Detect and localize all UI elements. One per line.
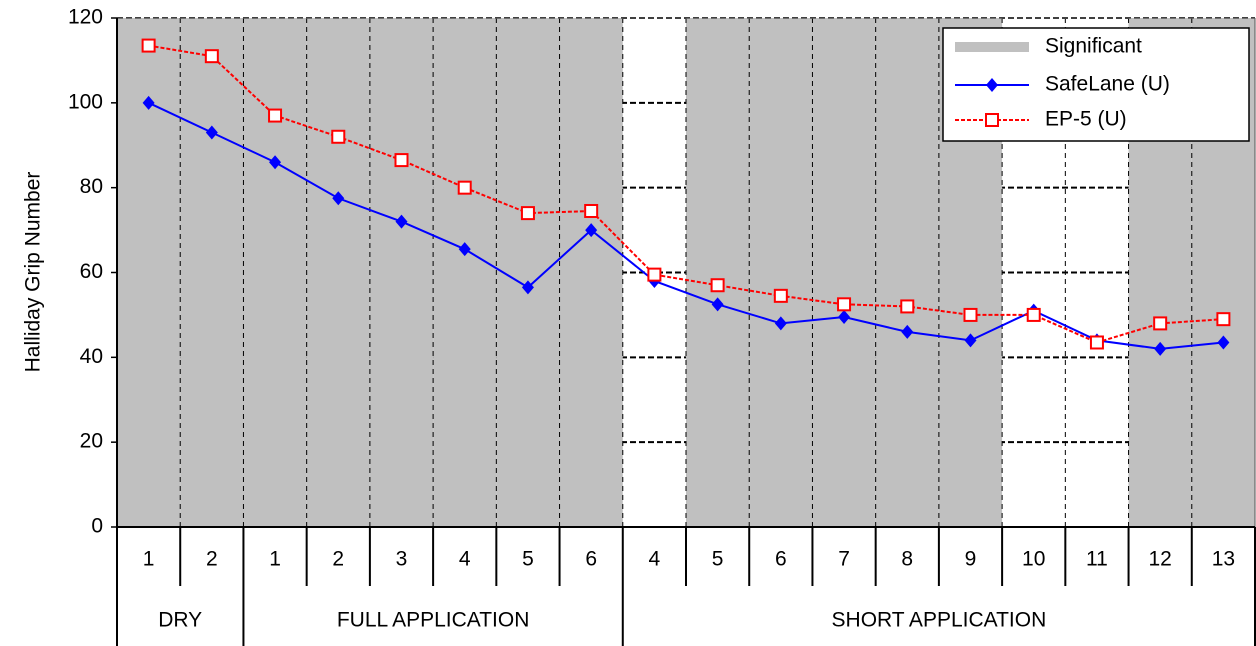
point bbox=[901, 324, 914, 339]
significance-band bbox=[875, 18, 939, 527]
legend-marker bbox=[986, 78, 998, 92]
group-label: FULL APPLICATION bbox=[337, 609, 530, 632]
significance-band bbox=[117, 18, 181, 527]
y-tick-label: 40 bbox=[80, 345, 103, 368]
point bbox=[647, 267, 662, 282]
point bbox=[838, 310, 851, 325]
point bbox=[268, 108, 283, 123]
x-tick-label: 4 bbox=[459, 548, 471, 571]
significance-band bbox=[306, 18, 370, 527]
x-tick-label: 12 bbox=[1148, 548, 1171, 571]
point bbox=[520, 206, 535, 221]
group-label: DRY bbox=[158, 609, 202, 632]
x-tick-label: 1 bbox=[143, 548, 155, 571]
point bbox=[204, 49, 219, 64]
point bbox=[773, 288, 788, 303]
point bbox=[331, 129, 346, 144]
y-tick-label: 80 bbox=[80, 175, 103, 198]
legend-marker bbox=[985, 113, 999, 127]
point bbox=[964, 333, 977, 348]
legend-label: Significant bbox=[1045, 35, 1142, 58]
x-tick-label: 9 bbox=[965, 548, 977, 571]
significance-band bbox=[180, 18, 244, 527]
x-tick-label: 2 bbox=[206, 548, 218, 571]
y-tick-label: 0 bbox=[91, 515, 103, 538]
point bbox=[457, 180, 472, 195]
legend-label: SafeLane (U) bbox=[1045, 73, 1170, 96]
point bbox=[1026, 307, 1041, 322]
point bbox=[521, 280, 534, 295]
x-tick-label: 10 bbox=[1022, 548, 1045, 571]
point bbox=[963, 307, 978, 322]
legend-swatch bbox=[955, 42, 1029, 52]
point bbox=[458, 242, 471, 257]
significance-band bbox=[433, 18, 497, 527]
point bbox=[837, 297, 852, 312]
point bbox=[1153, 316, 1168, 331]
point bbox=[1154, 341, 1167, 356]
significance-band bbox=[686, 18, 750, 527]
point bbox=[141, 38, 156, 53]
x-tick-label: 6 bbox=[775, 548, 787, 571]
x-tick-label: 5 bbox=[712, 548, 724, 571]
point bbox=[205, 125, 218, 140]
group-label: SHORT APPLICATION bbox=[832, 609, 1047, 632]
y-axis-label: Halliday Grip Number bbox=[22, 172, 45, 373]
point bbox=[585, 223, 598, 238]
x-tick-label: 3 bbox=[396, 548, 408, 571]
legend-label: EP-5 (U) bbox=[1045, 108, 1127, 131]
y-tick-label: 20 bbox=[80, 430, 103, 453]
point bbox=[142, 95, 155, 110]
x-tick-label: 8 bbox=[901, 548, 913, 571]
x-tick-label: 2 bbox=[332, 548, 344, 571]
x-tick-label: 13 bbox=[1212, 548, 1235, 571]
significance-band bbox=[559, 18, 623, 527]
significance-band bbox=[369, 18, 434, 527]
y-tick-label: 120 bbox=[68, 6, 103, 29]
significance-band bbox=[496, 18, 560, 527]
point bbox=[900, 299, 915, 314]
point bbox=[1217, 335, 1230, 350]
point bbox=[332, 191, 345, 206]
x-tick-label: 6 bbox=[585, 548, 597, 571]
x-tick-label: 7 bbox=[838, 548, 850, 571]
y-tick-label: 100 bbox=[68, 90, 103, 113]
y-tick-label: 60 bbox=[80, 260, 103, 283]
significance-band bbox=[812, 18, 876, 527]
series-line bbox=[148, 101, 1224, 350]
significance-band bbox=[749, 18, 813, 527]
significance-band bbox=[243, 18, 307, 527]
point bbox=[269, 155, 282, 170]
point bbox=[774, 316, 787, 331]
point bbox=[1089, 335, 1104, 350]
point bbox=[394, 153, 409, 168]
point bbox=[711, 297, 724, 312]
x-tick-label: 1 bbox=[269, 548, 281, 571]
point bbox=[584, 203, 599, 218]
x-tick-label: 4 bbox=[649, 548, 661, 571]
point bbox=[710, 278, 725, 293]
x-tick-label: 11 bbox=[1086, 548, 1108, 571]
series-line bbox=[148, 44, 1224, 344]
point bbox=[1216, 312, 1231, 327]
x-tick-label: 5 bbox=[522, 548, 534, 571]
point bbox=[395, 214, 408, 229]
